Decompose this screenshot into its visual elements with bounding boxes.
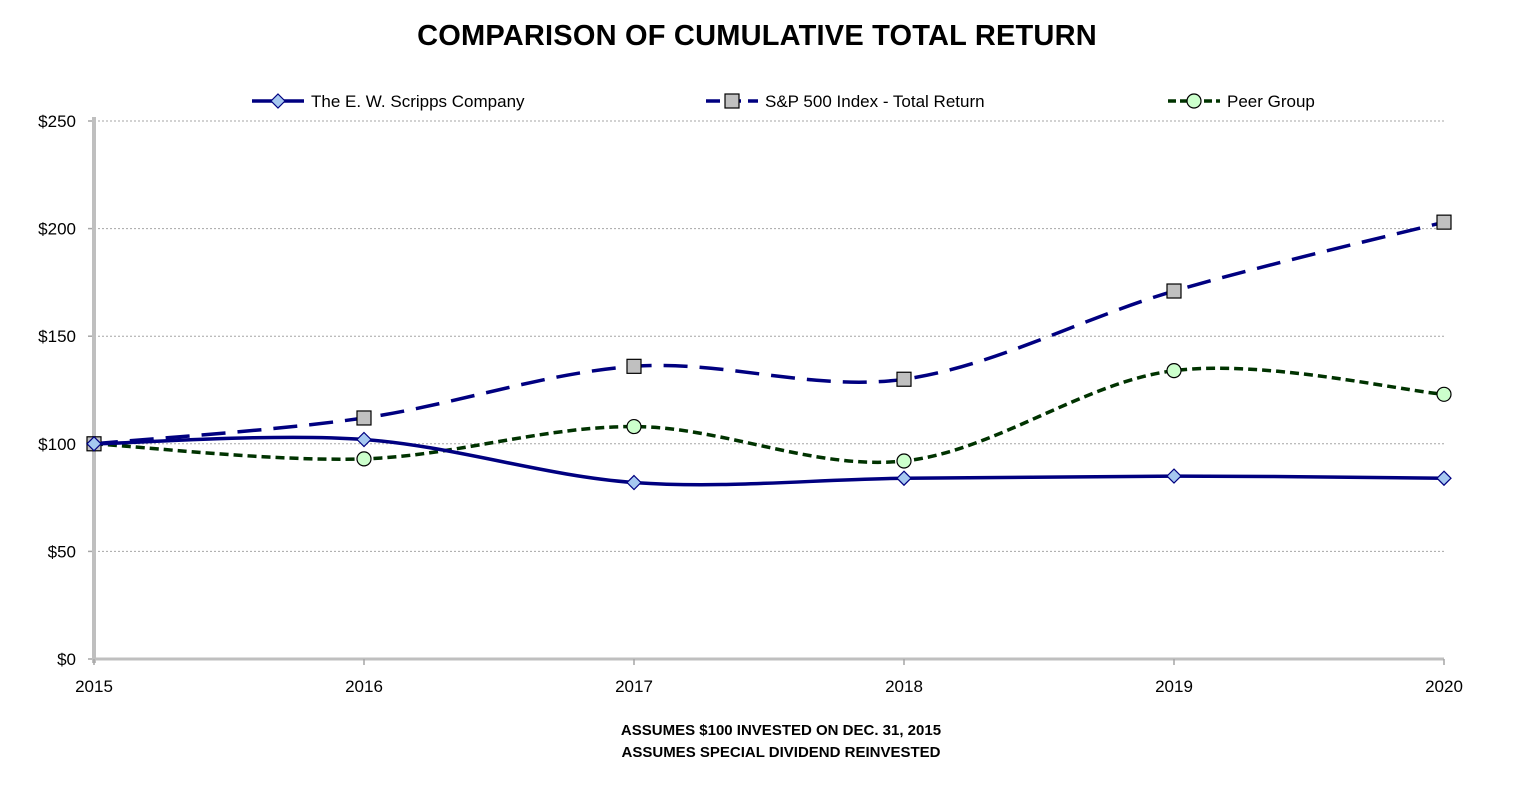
legend-marker <box>724 93 740 109</box>
legend-label: Peer Group <box>1227 92 1315 111</box>
series-line <box>93 366 1445 465</box>
legend-label: S&P 500 Index - Total Return <box>765 92 985 111</box>
x-tick-label: 2017 <box>615 677 653 696</box>
x-tick-label: 2015 <box>75 677 113 696</box>
data-point <box>1166 363 1182 379</box>
x-tick-label: 2019 <box>1155 677 1193 696</box>
footnote-dividend: ASSUMES SPECIAL DIVIDEND REINVESTED <box>621 744 941 761</box>
data-point <box>896 453 912 469</box>
y-tick-label: $200 <box>38 220 76 239</box>
legend-item-1: S&P 500 Index - Total Return <box>706 92 985 111</box>
series-0 <box>86 431 1452 491</box>
data-point <box>1436 386 1452 402</box>
y-tick-label: $100 <box>38 435 76 454</box>
series-2 <box>86 363 1452 469</box>
legend-label: The E. W. Scripps Company <box>311 92 525 111</box>
y-tick-label: $50 <box>48 542 76 561</box>
y-tick-label: $250 <box>38 112 76 131</box>
data-point <box>626 418 642 435</box>
data-point <box>626 358 642 374</box>
data-point <box>1166 468 1182 484</box>
data-point <box>626 474 642 491</box>
data-point <box>86 435 102 452</box>
data-point <box>896 371 912 387</box>
legend-marker <box>1186 93 1202 109</box>
series-layer <box>86 214 1452 491</box>
chart-title: COMPARISON OF CUMULATIVE TOTAL RETURN <box>417 20 1097 52</box>
legend-item-0: The E. W. Scripps Company <box>252 92 525 111</box>
legend-marker <box>270 93 286 109</box>
axes: $0 $50 $100 $150 $200 $250 2015 2016 2017 2018 201… <box>38 112 1463 696</box>
y-tick-label: $150 <box>38 327 76 346</box>
data-point <box>896 470 912 487</box>
x-tick-label: 2018 <box>885 677 923 696</box>
series-1 <box>86 214 1452 452</box>
x-tick-label: 2016 <box>345 677 383 696</box>
data-point <box>356 431 372 448</box>
series-line <box>93 435 1445 487</box>
legend: The E. W. Scripps Company S&P 500 Index -… <box>252 92 1315 111</box>
data-point <box>1436 470 1452 487</box>
data-point <box>1166 283 1182 299</box>
gridlines <box>94 120 1444 552</box>
data-point <box>356 451 372 467</box>
data-point <box>356 410 372 426</box>
series-line <box>93 220 1445 446</box>
footnote-invested: ASSUMES $100 INVESTED ON DEC. 31, 2015 <box>620 722 942 739</box>
legend-item-2: Peer Group <box>1168 92 1315 111</box>
data-point <box>1436 214 1452 230</box>
x-tick-label: 2020 <box>1425 677 1463 696</box>
y-tick-label: $0 <box>57 650 76 669</box>
